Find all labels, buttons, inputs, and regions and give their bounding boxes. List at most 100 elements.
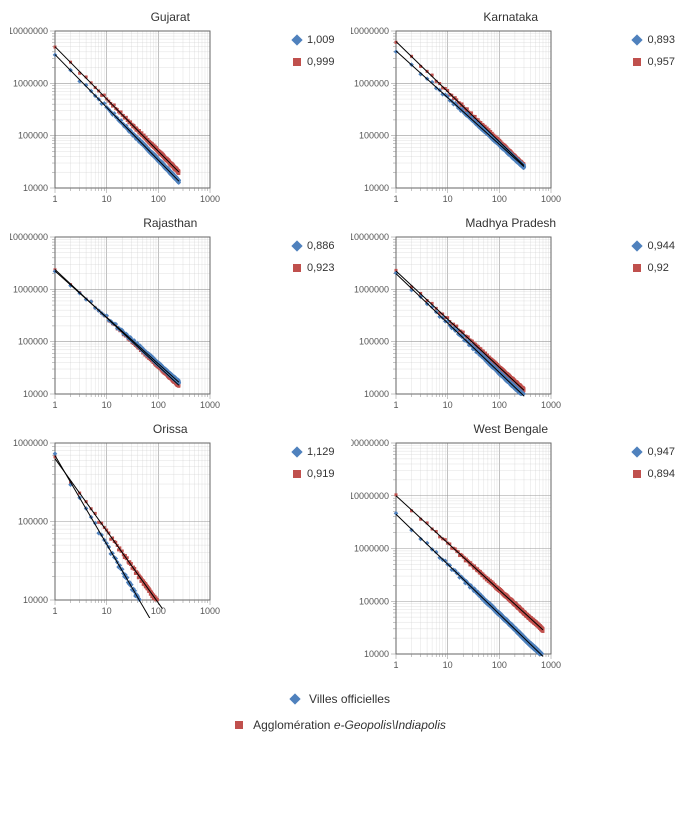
svg-text:10000: 10000	[363, 183, 388, 193]
chart-title: Orissa	[10, 422, 331, 436]
legend-label-1: Villes officielles	[309, 692, 390, 706]
svg-text:10: 10	[442, 194, 452, 204]
bottom-legend: Villes officielles Agglomération e-Geopo…	[10, 692, 671, 732]
legend-value-1: 0,944	[633, 240, 675, 252]
svg-text:10000000: 10000000	[10, 232, 48, 242]
svg-text:10000: 10000	[363, 649, 388, 659]
svg-text:10000: 10000	[23, 389, 48, 399]
legend-value-2: 0,957	[633, 56, 675, 68]
svg-text:1000: 1000	[540, 400, 560, 410]
chart-panel: Madhya Pradesh11010010001000010000010000…	[351, 216, 672, 412]
legend-value-2: 0,92	[633, 262, 675, 274]
svg-text:100: 100	[151, 400, 166, 410]
svg-text:10000: 10000	[363, 389, 388, 399]
svg-text:1: 1	[393, 400, 398, 410]
svg-text:100000: 100000	[358, 131, 388, 141]
svg-text:1000000: 1000000	[353, 544, 388, 554]
svg-text:100000: 100000	[18, 517, 48, 527]
chart-panel: West Bengale 1 10 100 1000 10000 100000 1000000…	[351, 422, 672, 672]
svg-text:100: 100	[491, 194, 506, 204]
svg-text:10: 10	[442, 400, 452, 410]
chart-title: West Bengale	[351, 422, 672, 436]
legend-value-1: 1,009	[293, 34, 335, 46]
legend-value-1: 0,893	[633, 34, 675, 46]
svg-text:10: 10	[102, 194, 112, 204]
chart-title: Rajasthan	[10, 216, 331, 230]
chart-title: Gujarat	[10, 10, 331, 24]
svg-text:1: 1	[52, 400, 57, 410]
svg-text:1000000: 1000000	[353, 78, 388, 88]
square-icon	[293, 470, 301, 478]
chart-panel: Rajasthan 1 10 100 1000 10000 100000 1000000 100…	[10, 216, 331, 412]
diamond-icon	[632, 446, 643, 457]
legend-value-2: 0,923	[293, 262, 335, 274]
svg-text:1000: 1000	[540, 660, 560, 670]
chart-panel: Orissa11010010001000010000010000001,1290…	[10, 422, 331, 672]
diamond-icon	[291, 34, 302, 45]
svg-text:100: 100	[151, 606, 166, 616]
svg-text:100: 100	[491, 400, 506, 410]
chart-svg: 1 10 100 1000 10000 100000 1000000 10000000	[10, 26, 220, 206]
diamond-icon	[291, 240, 302, 251]
svg-text:1000000: 1000000	[13, 284, 48, 294]
svg-text:100: 100	[151, 194, 166, 204]
panel-legend: 0,944 0,92	[633, 240, 675, 284]
panel-legend: 0,886 0,923	[293, 240, 335, 284]
panel-legend: 1,129 0,919	[293, 446, 335, 490]
svg-text:1000: 1000	[200, 400, 220, 410]
svg-text:10: 10	[442, 660, 452, 670]
legend-value-1: 1,129	[293, 446, 335, 458]
svg-text:10000000: 10000000	[351, 26, 389, 36]
chart-svg: 1 10 100 1000 10000 100000 1000000 10000000 1000…	[351, 438, 561, 672]
svg-text:10000: 10000	[23, 595, 48, 605]
svg-text:1000000: 1000000	[353, 284, 388, 294]
svg-text:10000000: 10000000	[10, 26, 48, 36]
panel-legend: 1,0090,999	[293, 34, 335, 78]
svg-text:1000: 1000	[200, 194, 220, 204]
diamond-icon	[632, 240, 643, 251]
chart-grid: Gujarat110100100010000100000100000010000…	[10, 10, 671, 672]
legend-row-agglomeration: Agglomération e-Geopolis\Indiapolis	[235, 718, 446, 732]
legend-value-2: 0,919	[293, 468, 335, 480]
svg-text:1: 1	[52, 606, 57, 616]
square-icon	[633, 264, 641, 272]
square-icon	[633, 470, 641, 478]
square-icon	[633, 58, 641, 66]
legend-label-2: Agglomération e-Geopolis\Indiapolis	[253, 718, 446, 732]
chart-panel: Gujarat 1 10 100 1000 10000 100000 1000000 10000…	[10, 10, 331, 206]
svg-text:100000000: 100000000	[351, 438, 389, 448]
diamond-icon	[289, 693, 300, 704]
chart-title: Karnataka	[351, 10, 672, 24]
svg-text:100: 100	[491, 660, 506, 670]
svg-text:10000: 10000	[23, 183, 48, 193]
chart-svg: 110100100010000100000100000010000000	[351, 26, 561, 206]
svg-text:100000: 100000	[358, 596, 388, 606]
panel-legend: 0,947 0,894	[633, 446, 675, 490]
chart-svg: 1 10 100 1000 10000 100000 1000000 10000000	[10, 232, 220, 412]
svg-text:100000: 100000	[18, 131, 48, 141]
svg-text:10: 10	[102, 400, 112, 410]
svg-text:10: 10	[102, 606, 112, 616]
svg-text:100000: 100000	[18, 337, 48, 347]
svg-text:1000000: 1000000	[13, 438, 48, 448]
svg-text:1000: 1000	[200, 606, 220, 616]
legend-value-1: 0,947	[633, 446, 675, 458]
svg-text:1000000: 1000000	[13, 78, 48, 88]
square-icon	[235, 721, 243, 729]
chart-svg: 1 10 100 1000 10000 100000 1000000	[10, 438, 220, 618]
svg-text:1000: 1000	[540, 194, 560, 204]
square-icon	[293, 264, 301, 272]
svg-text:10000000: 10000000	[351, 232, 389, 242]
legend-value-1: 0,886	[293, 240, 335, 252]
svg-text:1: 1	[52, 194, 57, 204]
svg-text:10000000: 10000000	[351, 491, 389, 501]
chart-svg: 110100100010000100000100000010000000	[351, 232, 561, 412]
svg-text:1: 1	[393, 660, 398, 670]
diamond-icon	[291, 446, 302, 457]
legend-row-officials: Villes officielles	[291, 692, 390, 706]
legend-value-2: 0,894	[633, 468, 675, 480]
diamond-icon	[632, 34, 643, 45]
chart-panel: Karnataka1101001000100001000001000000100…	[351, 10, 672, 206]
chart-title: Madhya Pradesh	[351, 216, 672, 230]
panel-legend: 0,893 0,957	[633, 34, 675, 78]
